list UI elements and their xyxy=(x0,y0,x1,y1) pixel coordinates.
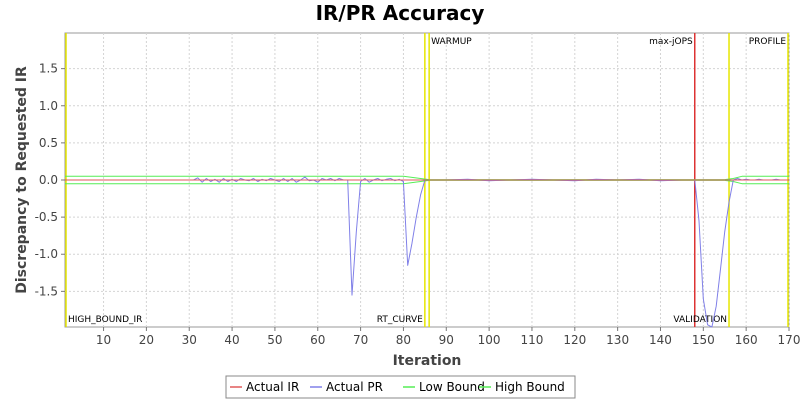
y-tick-label: -1.0 xyxy=(35,247,58,261)
x-tick-label: 100 xyxy=(478,333,501,347)
series-lines xyxy=(65,175,789,328)
x-tick-label: 70 xyxy=(353,333,368,347)
legend: Actual IR Actual PR Low Bound High Bound xyxy=(225,375,576,399)
x-tick-label: 110 xyxy=(521,333,544,347)
event-marker-label: VALIDATION xyxy=(673,315,727,325)
x-tick-label: 90 xyxy=(439,333,454,347)
y-tick-label: 1.0 xyxy=(39,99,58,113)
x-tick-label: 160 xyxy=(735,333,758,347)
x-tick-label: 140 xyxy=(649,333,672,347)
y-tick-label: 1.5 xyxy=(39,62,58,76)
legend-entry: Actual PR xyxy=(326,380,383,394)
chart-title: IR/PR Accuracy xyxy=(316,1,485,25)
x-axis-ticks: 10 20 30 40 50 60 70 80 90 100 110 120 130 140 150 160 1… xyxy=(96,327,800,347)
x-tick-label: 130 xyxy=(606,333,629,347)
x-axis-label: Iteration xyxy=(393,353,462,369)
x-tick-label: 50 xyxy=(267,333,282,347)
x-tick-label: 170 xyxy=(778,333,800,347)
y-tick-label: -0.5 xyxy=(35,210,58,224)
event-marker-label: WARMUP xyxy=(431,37,472,47)
y-tick-label: 0.0 xyxy=(39,173,58,187)
legend-box xyxy=(225,375,576,399)
event-marker-label: max-jOPS xyxy=(649,37,693,47)
legend-entry: Actual IR xyxy=(246,380,299,394)
legend-entry: High Bound xyxy=(495,380,565,394)
x-tick-label: 150 xyxy=(692,333,715,347)
x-tick-label: 10 xyxy=(96,333,111,347)
series-line xyxy=(193,176,789,328)
x-tick-label: 80 xyxy=(396,333,411,347)
event-marker-label: PROFILE xyxy=(749,37,787,47)
x-tick-label: 20 xyxy=(139,333,154,347)
y-axis-ticks: 1.5 1.0 0.5 0.0 -0.5 -1.0 -1.5 xyxy=(35,62,65,298)
x-tick-label: 40 xyxy=(224,333,239,347)
x-tick-label: 120 xyxy=(563,333,586,347)
y-tick-label: -1.5 xyxy=(35,284,58,298)
y-tick-label: 0.5 xyxy=(39,136,58,150)
event-marker-label: RT_CURVE xyxy=(377,315,423,325)
x-tick-label: 60 xyxy=(310,333,325,347)
x-tick-label: 30 xyxy=(182,333,197,347)
y-axis-label: Discrepancy to Requested IR xyxy=(14,66,30,294)
legend-entry: Low Bound xyxy=(419,380,485,394)
event-marker-label: HIGH_BOUND_IR xyxy=(68,315,142,325)
